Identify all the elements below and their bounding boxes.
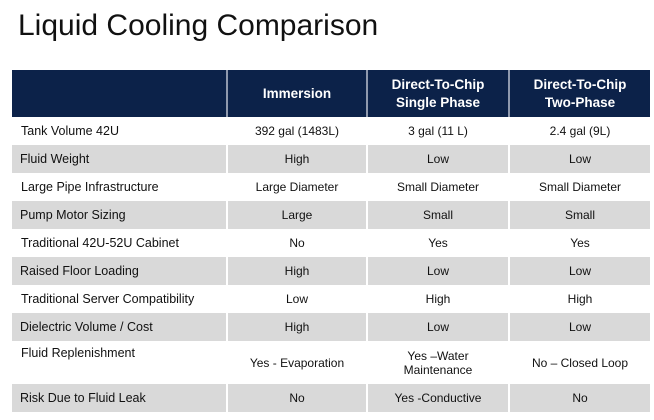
dtc-two-phase-value: High <box>508 285 650 313</box>
row-label: Fluid Weight <box>12 145 227 173</box>
row-label: Large Pipe Infrastructure <box>11 173 227 201</box>
row-label: Risk Due to Fluid Leak <box>12 384 227 412</box>
header-cell-dtc-two-phase: Direct-To-Chip Two-Phase <box>508 70 650 117</box>
dtc-single-phase-value: Yes –Water Maintenance <box>366 341 509 384</box>
immersion-value: High <box>226 313 367 341</box>
dtc-two-phase-value: Low <box>508 145 650 173</box>
header-row: Immersion Direct-To-Chip Single Phase Di… <box>12 70 650 117</box>
row-label: Fluid Replenishment <box>11 341 227 384</box>
immersion-value: No <box>226 384 367 412</box>
row-label: Raised Floor Loading <box>12 257 227 285</box>
row-label: Pump Motor Sizing <box>12 201 227 229</box>
dtc-single-phase-value: Small Diameter <box>366 173 509 201</box>
header-line: Direct-To-Chip <box>533 76 627 92</box>
dtc-single-phase-value: Low <box>366 257 509 285</box>
dtc-single-phase-value: Yes -Conductive <box>366 384 509 412</box>
table-row: Risk Due to Fluid Leak No Yes -Conductive N… <box>12 384 650 412</box>
row-label: Tank Volume 42U <box>11 117 227 145</box>
immersion-value: Large Diameter <box>226 173 367 201</box>
immersion-value: Yes - Evaporation <box>226 341 367 384</box>
table-row: Fluid Replenishment Yes - Evaporation Yes … <box>11 341 650 384</box>
immersion-value: Large <box>226 201 367 229</box>
header-line: Two-Phase <box>544 94 616 110</box>
header-line: Direct-To-Chip <box>391 76 485 92</box>
dtc-two-phase-value: No – Closed Loop <box>508 341 650 384</box>
table-row: Pump Motor Sizing Large Small Small <box>12 201 650 229</box>
dtc-single-phase-value: Yes <box>366 229 509 257</box>
page-title: Liquid Cooling Comparison <box>18 9 379 42</box>
dtc-single-phase-value: High <box>366 285 509 313</box>
header-cell-dtc-single-phase: Direct-To-Chip Single Phase <box>366 70 509 117</box>
table-header: Immersion Direct-To-Chip Single Phase Di… <box>12 70 650 117</box>
immersion-value: 392 gal (1483L) <box>226 117 367 145</box>
row-label: Traditional 42U-52U Cabinet <box>11 229 227 257</box>
immersion-value: High <box>226 145 367 173</box>
immersion-value: High <box>226 257 367 285</box>
dtc-two-phase-value: Small Diameter <box>508 173 650 201</box>
dtc-single-phase-value: Low <box>366 145 509 173</box>
dtc-two-phase-value: 2.4 gal (9L) <box>508 117 650 145</box>
dtc-single-phase-value: Low <box>366 313 509 341</box>
dtc-single-phase-value: Small <box>366 201 509 229</box>
table-body: Tank Volume 42U 392 gal (1483L) 3 gal (11 … <box>11 117 650 412</box>
immersion-value: No <box>226 229 367 257</box>
header-cell-empty <box>12 70 227 117</box>
header-cell-immersion: Immersion <box>226 70 367 117</box>
immersion-value: Low <box>226 285 367 313</box>
table-row: Dielectric Volume / Cost High Low Low <box>12 313 650 341</box>
table-row: Traditional Server Compatibility Low High H… <box>11 285 650 313</box>
header-line: Immersion <box>262 85 332 101</box>
comparison-table: Immersion Direct-To-Chip Single Phase Di… <box>11 70 650 412</box>
header-line: Single Phase <box>395 94 481 110</box>
row-label: Dielectric Volume / Cost <box>12 313 227 341</box>
dtc-two-phase-value: Small <box>508 201 650 229</box>
table-row: Traditional 42U-52U Cabinet No Yes Yes <box>11 229 650 257</box>
table-row: Raised Floor Loading High Low Low <box>12 257 650 285</box>
dtc-two-phase-value: Low <box>508 313 650 341</box>
dtc-two-phase-value: Yes <box>508 229 650 257</box>
dtc-two-phase-value: Low <box>508 257 650 285</box>
table-row: Fluid Weight High Low Low <box>12 145 650 173</box>
table-row: Tank Volume 42U 392 gal (1483L) 3 gal (11 … <box>11 117 650 145</box>
row-label: Traditional Server Compatibility <box>11 285 227 313</box>
dtc-two-phase-value: No <box>508 384 650 412</box>
dtc-single-phase-value: 3 gal (11 L) <box>366 117 509 145</box>
table-row: Large Pipe Infrastructure Large Diameter S… <box>11 173 650 201</box>
